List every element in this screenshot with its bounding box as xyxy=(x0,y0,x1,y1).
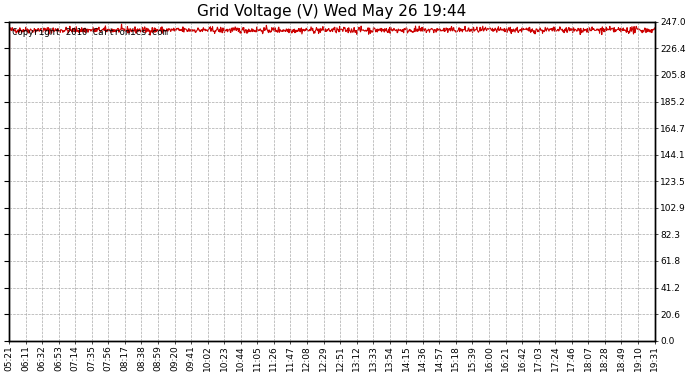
Title: Grid Voltage (V) Wed May 26 19:44: Grid Voltage (V) Wed May 26 19:44 xyxy=(197,4,466,19)
Text: Copyright 2010 Cartronics.com: Copyright 2010 Cartronics.com xyxy=(12,28,168,37)
